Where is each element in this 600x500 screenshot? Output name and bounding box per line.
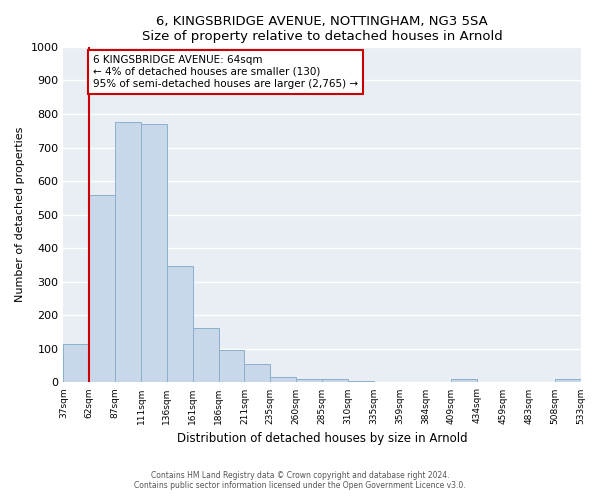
Bar [64, 344, 89, 383]
Bar [193, 328, 218, 382]
Bar [167, 266, 193, 382]
Bar [296, 379, 322, 382]
Bar [115, 122, 141, 382]
Text: 6 KINGSBRIDGE AVENUE: 64sqm
← 4% of detached houses are smaller (130)
95% of sem: 6 KINGSBRIDGE AVENUE: 64sqm ← 4% of deta… [93, 56, 358, 88]
Title: 6, KINGSBRIDGE AVENUE, NOTTINGHAM, NG3 5SA
Size of property relative to detached: 6, KINGSBRIDGE AVENUE, NOTTINGHAM, NG3 5… [142, 15, 502, 43]
Text: Contains HM Land Registry data © Crown copyright and database right 2024.
Contai: Contains HM Land Registry data © Crown c… [134, 470, 466, 490]
Bar [451, 379, 477, 382]
Bar [270, 378, 296, 382]
Bar [554, 379, 581, 382]
Bar [348, 381, 374, 382]
Bar [322, 379, 348, 382]
Bar [244, 364, 270, 382]
Bar [141, 124, 167, 382]
Y-axis label: Number of detached properties: Number of detached properties [15, 127, 25, 302]
Bar [218, 350, 244, 382]
X-axis label: Distribution of detached houses by size in Arnold: Distribution of detached houses by size … [176, 432, 467, 445]
Bar [89, 194, 115, 382]
